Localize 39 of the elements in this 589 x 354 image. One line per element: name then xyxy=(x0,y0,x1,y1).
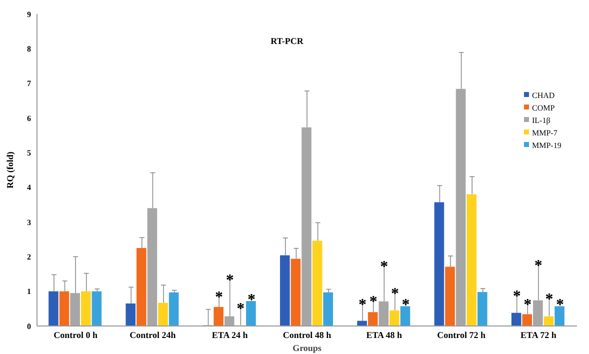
y-tick-label: 5 xyxy=(27,148,31,158)
data-label: * xyxy=(226,272,234,290)
data-label: * xyxy=(545,290,554,308)
data-label: * xyxy=(402,296,410,314)
y-tick-label: 0 xyxy=(27,322,31,331)
y-tick-label: 1 xyxy=(27,287,31,296)
x-tick-label: Control 0 h xyxy=(54,330,98,340)
text: RT-PCR xyxy=(270,36,304,46)
x-tick-label: ETA 24 h xyxy=(212,330,248,340)
y-tick-label: 2 xyxy=(27,252,31,262)
data-label: * xyxy=(215,288,224,306)
data-label: * xyxy=(247,291,256,308)
data-label: * xyxy=(512,288,521,306)
legend-label: CHAD xyxy=(532,90,555,100)
x-tick-label: Control 48 h xyxy=(282,330,332,340)
legend-label: COMP xyxy=(532,103,556,112)
y-axis-title: RQ (fold) xyxy=(5,152,15,188)
y-tick-label: 4 xyxy=(27,183,31,192)
x-tick-label: ETA 72 h xyxy=(520,330,556,340)
x-tick-label: Control 24h xyxy=(130,330,176,340)
legend-label: IL-1β xyxy=(532,116,550,125)
data-label: * xyxy=(524,296,532,314)
y-tick-label: 7 xyxy=(27,79,31,88)
x-tick-label: Control 72 h xyxy=(437,330,486,340)
x-axis-title: Groups xyxy=(292,343,322,353)
legend-label: MMP-19 xyxy=(532,140,562,150)
x-tick-label: ETA 48 h xyxy=(366,330,402,340)
data-label: * xyxy=(369,293,378,310)
legend-label: MMP-7 xyxy=(532,128,558,138)
y-tick-label: 8 xyxy=(27,44,31,54)
data-label: * xyxy=(236,300,245,318)
y-tick-label: 9 xyxy=(27,10,31,19)
y-tick-label: 6 xyxy=(27,114,31,123)
data-label: * xyxy=(358,296,367,314)
data-label: * xyxy=(390,285,399,302)
data-label: * xyxy=(534,257,542,274)
data-label: * xyxy=(556,296,564,314)
y-tick-label: 3 xyxy=(27,218,31,227)
data-label: * xyxy=(380,258,388,276)
